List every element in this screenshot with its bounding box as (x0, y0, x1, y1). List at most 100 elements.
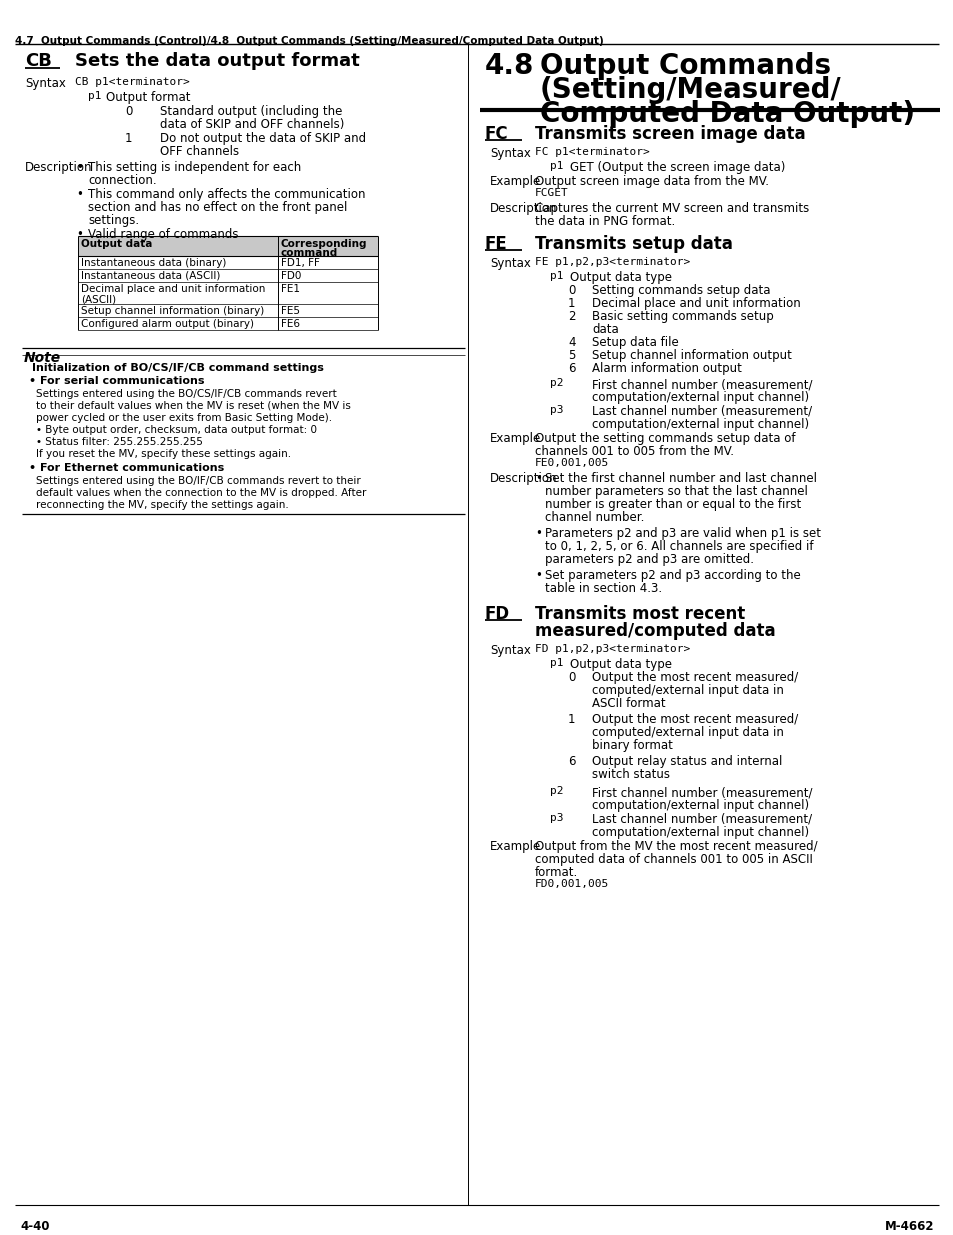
Text: Output the most recent measured/: Output the most recent measured/ (592, 671, 798, 684)
Text: CB p1<terminator>: CB p1<terminator> (75, 77, 190, 86)
Text: FD0,001,005: FD0,001,005 (535, 879, 609, 889)
Text: p1: p1 (550, 270, 563, 282)
Text: Description: Description (490, 203, 557, 215)
Text: section and has no effect on the front panel: section and has no effect on the front p… (88, 201, 347, 214)
Text: If you reset the MV, specify these settings again.: If you reset the MV, specify these setti… (36, 450, 291, 459)
Text: OFF channels: OFF channels (160, 144, 239, 158)
Text: Syntax: Syntax (490, 257, 530, 270)
Text: Example: Example (490, 840, 540, 853)
Text: M-4662: M-4662 (883, 1220, 933, 1233)
Text: connection.: connection. (88, 174, 156, 186)
Text: Last channel number (measurement/: Last channel number (measurement/ (592, 405, 811, 417)
Text: measured/computed data: measured/computed data (535, 622, 775, 640)
Text: For serial communications: For serial communications (40, 375, 204, 387)
Text: channels 001 to 005 from the MV.: channels 001 to 005 from the MV. (535, 445, 733, 458)
Text: format.: format. (535, 866, 578, 879)
Text: data of SKIP and OFF channels): data of SKIP and OFF channels) (160, 119, 344, 131)
Text: GET (Output the screen image data): GET (Output the screen image data) (569, 161, 784, 174)
Text: 4.7  Output Commands (Control)/4.8  Output Commands (Setting/Measured/Computed D: 4.7 Output Commands (Control)/4.8 Output… (15, 36, 603, 46)
Text: This command only affects the communication: This command only affects the communicat… (88, 188, 365, 201)
Text: Initialization of BO/CS/IF/CB command settings: Initialization of BO/CS/IF/CB command se… (32, 363, 323, 373)
Text: number parameters so that the last channel: number parameters so that the last chann… (544, 485, 807, 498)
Text: FE1: FE1 (281, 284, 299, 294)
Text: Computed Data Output): Computed Data Output) (539, 100, 914, 128)
Text: 1: 1 (567, 713, 575, 726)
Text: 0: 0 (125, 105, 132, 119)
Text: channel number.: channel number. (544, 511, 643, 524)
Text: Output format: Output format (106, 91, 191, 104)
Text: the data in PNG format.: the data in PNG format. (535, 215, 675, 228)
Text: p1: p1 (88, 91, 101, 101)
Bar (78, 236, 377, 256)
Text: •: • (76, 188, 83, 201)
Text: Sets the data output format: Sets the data output format (75, 52, 359, 70)
Text: Do not output the data of SKIP and: Do not output the data of SKIP and (160, 132, 366, 144)
Text: Example: Example (490, 175, 540, 188)
Text: Configured alarm output (binary): Configured alarm output (binary) (81, 319, 253, 329)
Text: FC: FC (484, 125, 508, 143)
Text: Settings entered using the BO/IF/CB commands revert to their: Settings entered using the BO/IF/CB comm… (36, 475, 360, 487)
Text: FD0: FD0 (281, 270, 301, 282)
Text: Basic setting commands setup: Basic setting commands setup (592, 310, 773, 324)
Text: • Status filter: 255.255.255.255: • Status filter: 255.255.255.255 (36, 437, 203, 447)
Text: Output Commands: Output Commands (539, 52, 830, 80)
Text: Output data type: Output data type (569, 658, 671, 671)
Text: • Byte output order, checksum, data output format: 0: • Byte output order, checksum, data outp… (36, 425, 316, 435)
Text: Transmits most recent: Transmits most recent (535, 605, 744, 622)
Text: (Setting/Measured/: (Setting/Measured/ (539, 77, 841, 104)
Text: •: • (28, 375, 35, 387)
Text: computed/external input data in: computed/external input data in (592, 684, 783, 697)
Text: (ASCII): (ASCII) (81, 294, 116, 304)
Text: FE: FE (484, 235, 507, 253)
Text: Description: Description (25, 161, 92, 174)
Text: Decimal place and unit information: Decimal place and unit information (81, 284, 265, 294)
Text: number is greater than or equal to the first: number is greater than or equal to the f… (544, 498, 801, 511)
Text: Syntax: Syntax (490, 643, 530, 657)
Text: 4: 4 (567, 336, 575, 350)
Text: Description: Description (490, 472, 557, 485)
Text: Settings entered using the BO/CS/IF/CB commands revert: Settings entered using the BO/CS/IF/CB c… (36, 389, 336, 399)
Text: p1: p1 (550, 161, 563, 170)
Text: 0: 0 (567, 671, 575, 684)
Text: FD p1,p2,p3<terminator>: FD p1,p2,p3<terminator> (535, 643, 690, 655)
Text: 6: 6 (567, 755, 575, 768)
Text: p2: p2 (550, 378, 563, 388)
Text: binary format: binary format (592, 739, 672, 752)
Text: Set the first channel number and last channel: Set the first channel number and last ch… (544, 472, 816, 485)
Text: This setting is independent for each: This setting is independent for each (88, 161, 301, 174)
Text: default values when the connection to the MV is dropped. After: default values when the connection to th… (36, 488, 366, 498)
Text: computation/external input channel): computation/external input channel) (592, 799, 808, 811)
Text: reconnecting the MV, specify the settings again.: reconnecting the MV, specify the setting… (36, 500, 289, 510)
Text: computed/external input data in: computed/external input data in (592, 726, 783, 739)
Text: 4-40: 4-40 (20, 1220, 50, 1233)
Text: data: data (592, 324, 618, 336)
Text: Output from the MV the most recent measured/: Output from the MV the most recent measu… (535, 840, 817, 853)
Text: Valid range of commands: Valid range of commands (88, 228, 238, 241)
Text: 4.8: 4.8 (484, 52, 534, 80)
Text: FC p1<terminator>: FC p1<terminator> (535, 147, 649, 157)
Text: command: command (281, 248, 338, 258)
Text: Instantaneous data (binary): Instantaneous data (binary) (81, 258, 226, 268)
Text: Setting commands setup data: Setting commands setup data (592, 284, 770, 296)
Text: Instantaneous data (ASCII): Instantaneous data (ASCII) (81, 270, 220, 282)
Text: Output data: Output data (81, 240, 152, 249)
Text: 1: 1 (567, 296, 575, 310)
Text: Decimal place and unit information: Decimal place and unit information (592, 296, 800, 310)
Text: Setup data file: Setup data file (592, 336, 678, 350)
Text: 1: 1 (125, 132, 132, 144)
Text: 5: 5 (567, 350, 575, 362)
Text: parameters p2 and p3 are omitted.: parameters p2 and p3 are omitted. (544, 553, 753, 566)
Text: Transmits setup data: Transmits setup data (535, 235, 732, 253)
Text: table in section 4.3.: table in section 4.3. (544, 582, 661, 595)
Text: For Ethernet communications: For Ethernet communications (40, 463, 224, 473)
Text: computed data of channels 001 to 005 in ASCII: computed data of channels 001 to 005 in … (535, 853, 812, 866)
Text: FE5: FE5 (281, 306, 299, 316)
Text: •: • (535, 569, 541, 582)
Text: Syntax: Syntax (490, 147, 530, 161)
Text: First channel number (measurement/: First channel number (measurement/ (592, 785, 812, 799)
Text: •: • (76, 228, 83, 241)
Text: FCGET: FCGET (535, 188, 568, 198)
Text: 6: 6 (567, 362, 575, 375)
Text: Example: Example (490, 432, 540, 445)
Text: •: • (28, 463, 35, 473)
